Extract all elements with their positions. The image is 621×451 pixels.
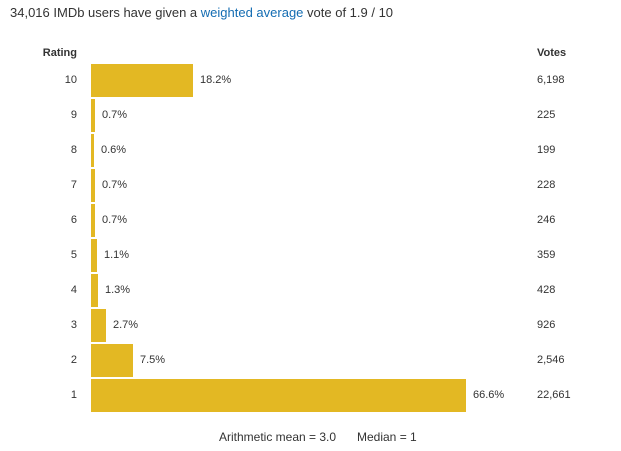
percent-label: 2.7% <box>113 319 139 331</box>
rating-bar <box>91 99 95 132</box>
bar-track: 0.7% <box>91 204 531 237</box>
rating-value: 9 <box>70 109 77 121</box>
votes-count: 22,661 <box>537 389 571 401</box>
votes-count: 2,546 <box>537 354 565 366</box>
votes-column-header: Votes <box>537 47 567 59</box>
percent-label: 0.7% <box>102 179 128 191</box>
percent-label: 1.3% <box>105 284 131 296</box>
rating-bar <box>91 169 95 202</box>
percent-label: 66.6% <box>473 389 505 401</box>
votes-count: 225 <box>537 109 556 121</box>
bar-track: 66.6% <box>91 379 531 412</box>
rating-bar <box>91 379 466 412</box>
votes-count: 6,198 <box>537 74 565 86</box>
votes-count: 926 <box>537 319 556 331</box>
rating-distribution-chart: 10 18.2% 6,198 9 0.7% 225 8 0.6% 199 7 0.7% 228 6 0.7… <box>0 63 621 413</box>
bar-track: 0.7% <box>91 169 531 202</box>
arithmetic-mean: Arithmetic mean = 3.0 <box>219 430 337 444</box>
summary-prefix: 34,016 IMDb users have given a <box>10 5 201 20</box>
votes-count: 428 <box>537 284 556 296</box>
summary-suffix: vote of 1.9 / 10 <box>303 5 394 20</box>
bar-track: 2.7% <box>91 309 531 342</box>
bar-track: 1.3% <box>91 274 531 307</box>
votes-count: 359 <box>537 249 556 261</box>
percent-label: 18.2% <box>200 74 232 86</box>
rating-row: 4 1.3% 428 <box>0 273 621 308</box>
rating-value: 4 <box>70 284 77 296</box>
rating-row: 9 0.7% 225 <box>0 98 621 133</box>
rating-value: 8 <box>70 144 77 156</box>
rating-value: 3 <box>70 319 77 331</box>
bar-track: 18.2% <box>91 64 531 97</box>
rating-bar <box>91 64 193 97</box>
votes-count: 246 <box>537 214 556 226</box>
votes-count: 228 <box>537 179 556 191</box>
rating-row: 2 7.5% 2,546 <box>0 343 621 378</box>
rating-row: 3 2.7% 926 <box>0 308 621 343</box>
rating-value: 2 <box>70 354 77 366</box>
rating-row: 8 0.6% 199 <box>0 133 621 168</box>
rating-value: 1 <box>70 389 77 401</box>
percent-label: 7.5% <box>140 354 166 366</box>
rating-row: 10 18.2% 6,198 <box>0 63 621 98</box>
bar-track: 0.7% <box>91 99 531 132</box>
rating-bar <box>91 274 98 307</box>
bar-track: 0.6% <box>91 134 531 167</box>
votes-count: 199 <box>537 144 556 156</box>
rating-row: 1 66.6% 22,661 <box>0 378 621 413</box>
rating-summary: 34,016 IMDb users have given a weighted … <box>10 4 393 22</box>
rating-row: 7 0.7% 228 <box>0 168 621 203</box>
percent-label: 0.6% <box>101 144 127 156</box>
rating-value: 7 <box>70 179 77 191</box>
rating-bar <box>91 134 94 167</box>
rating-row: 5 1.1% 359 <box>0 238 621 273</box>
bar-track: 1.1% <box>91 239 531 272</box>
percent-label: 1.1% <box>104 249 130 261</box>
rating-value: 5 <box>70 249 77 261</box>
rating-bar <box>91 309 106 342</box>
percent-label: 0.7% <box>102 214 128 226</box>
rating-bar <box>91 239 97 272</box>
rating-row: 6 0.7% 246 <box>0 203 621 238</box>
rating-bar <box>91 204 95 237</box>
median: Median = 1 <box>357 430 417 444</box>
weighted-average-link[interactable]: weighted average <box>200 5 304 20</box>
percent-label: 0.7% <box>102 109 128 121</box>
rating-value: 10 <box>64 74 77 86</box>
bar-track: 7.5% <box>91 344 531 377</box>
rating-bar <box>91 344 133 377</box>
rating-value: 6 <box>70 214 77 226</box>
rating-column-header: Rating <box>42 47 77 59</box>
